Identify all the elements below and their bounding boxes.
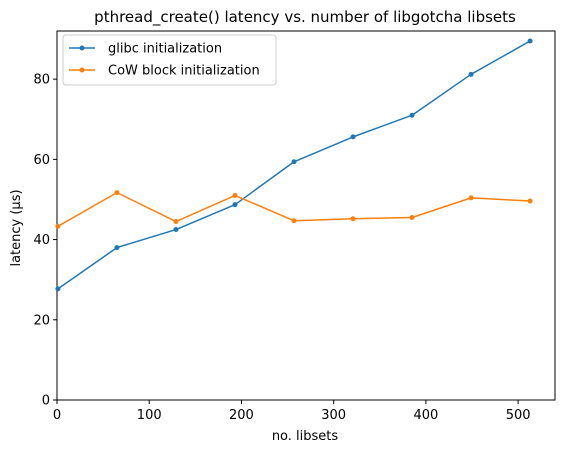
data-point — [291, 218, 297, 224]
data-point — [527, 198, 533, 204]
data-point — [409, 112, 415, 118]
y-tick-label: 60 — [33, 153, 50, 168]
data-point — [350, 134, 356, 140]
legend-label-glibc: glibc initialization — [108, 42, 222, 57]
legend: glibc initialization CoW block initializ… — [62, 34, 277, 86]
data-point — [173, 227, 179, 233]
y-tick-label: 0 — [42, 394, 50, 409]
data-point — [114, 190, 120, 196]
x-tick-label: 500 — [506, 408, 531, 423]
chart-title: pthread_create() latency vs. number of l… — [94, 8, 516, 27]
data-point — [232, 202, 238, 208]
data-point — [409, 215, 415, 221]
data-point — [55, 286, 61, 292]
data-point — [291, 159, 297, 165]
y-tick-label: 40 — [33, 233, 50, 248]
y-axis: 0 20 40 60 80 — [33, 73, 57, 409]
x-axis-label: no. libsets — [272, 429, 339, 444]
x-axis: 0 100 200 300 400 500 — [53, 400, 531, 423]
legend-marker-glibc — [79, 45, 85, 51]
data-point — [55, 223, 61, 229]
y-tick-label: 80 — [33, 73, 50, 88]
y-axis-label: latency (µs) — [9, 189, 24, 266]
legend-box — [62, 34, 277, 86]
data-point — [527, 38, 533, 44]
x-tick-label: 0 — [53, 408, 61, 423]
legend-label-cow: CoW block initialization — [108, 64, 260, 79]
x-tick-label: 300 — [321, 408, 346, 423]
y-tick-label: 20 — [33, 313, 50, 328]
plot-area — [56, 30, 556, 401]
data-point — [173, 219, 179, 225]
x-tick-label: 100 — [137, 408, 162, 423]
x-tick-label: 200 — [229, 408, 254, 423]
data-point — [350, 216, 356, 222]
data-point — [232, 192, 238, 198]
data-point — [468, 71, 474, 77]
data-point — [114, 245, 120, 251]
data-point — [468, 195, 474, 201]
legend-marker-cow — [79, 67, 85, 73]
series-layer — [55, 38, 533, 292]
plot-frame — [56, 30, 556, 401]
x-tick-label: 400 — [413, 408, 438, 423]
